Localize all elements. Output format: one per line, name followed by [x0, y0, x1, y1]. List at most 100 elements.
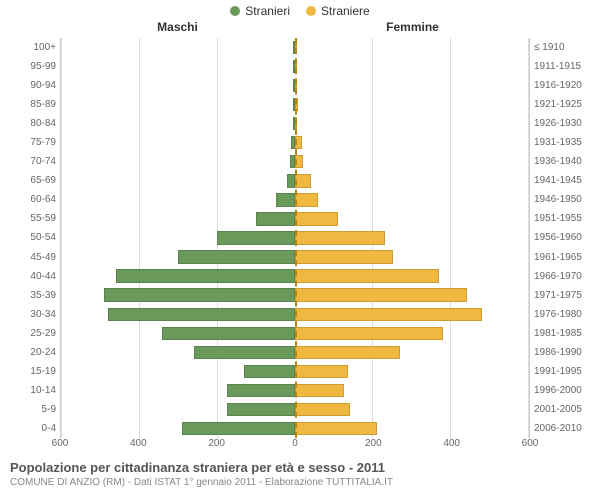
- legend-label-males: Stranieri: [245, 4, 290, 18]
- male-swatch: [230, 6, 240, 16]
- footer: Popolazione per cittadinanza straniera p…: [0, 454, 600, 488]
- age-tick: 75-79: [0, 133, 56, 152]
- x-tick: 400: [443, 438, 460, 449]
- female-bar: [295, 269, 439, 282]
- age-tick: 95-99: [0, 57, 56, 76]
- birth-tick: 1946-1950: [534, 190, 600, 209]
- bar-row: [61, 305, 295, 324]
- bar-row: [295, 38, 529, 57]
- bar-row: [295, 324, 529, 343]
- age-tick: 10-14: [0, 381, 56, 400]
- age-tick: 15-19: [0, 362, 56, 381]
- female-bar: [295, 403, 350, 416]
- chart-body: Fasce di età 100+95-9990-9485-8980-8475-…: [0, 38, 600, 438]
- bar-row: [61, 95, 295, 114]
- male-bar: [287, 174, 295, 187]
- birth-tick: 1936-1940: [534, 152, 600, 171]
- bar-row: [295, 362, 529, 381]
- birth-tick: 1916-1920: [534, 76, 600, 95]
- chart-title: Popolazione per cittadinanza straniera p…: [10, 460, 590, 475]
- bar-row: [295, 95, 529, 114]
- birth-tick: 1951-1955: [534, 209, 600, 228]
- bar-row: [61, 38, 295, 57]
- bar-row: [61, 400, 295, 419]
- age-tick: 60-64: [0, 190, 56, 209]
- y-axis-birth: Anni di nascita ≤ 19101911-19151916-1920…: [530, 38, 600, 438]
- male-half: [61, 38, 295, 438]
- female-bar: [295, 212, 338, 225]
- x-tick: 400: [130, 438, 147, 449]
- birth-tick: 1996-2000: [534, 381, 600, 400]
- female-bar: [295, 250, 393, 263]
- female-swatch: [306, 6, 316, 16]
- age-tick: 90-94: [0, 76, 56, 95]
- female-bar: [295, 231, 385, 244]
- birth-tick: 2006-2010: [534, 419, 600, 438]
- age-tick: 0-4: [0, 419, 56, 438]
- age-tick: 65-69: [0, 171, 56, 190]
- x-tick: 0: [292, 438, 298, 449]
- male-bar: [217, 231, 295, 244]
- bar-row: [61, 190, 295, 209]
- age-tick: 45-49: [0, 248, 56, 267]
- center-line: [295, 38, 297, 438]
- bar-row: [61, 267, 295, 286]
- female-bar: [295, 193, 318, 206]
- legend-item-females: Straniere: [306, 4, 370, 18]
- female-bar: [295, 365, 348, 378]
- male-bar: [256, 212, 295, 225]
- female-half: [295, 38, 529, 438]
- chart-subtitle: COMUNE DI ANZIO (RM) - Dati ISTAT 1° gen…: [10, 477, 590, 488]
- age-tick: 25-29: [0, 324, 56, 343]
- male-bar: [108, 308, 295, 321]
- age-tick: 70-74: [0, 152, 56, 171]
- bar-row: [295, 152, 529, 171]
- bar-row: [61, 209, 295, 228]
- female-bar: [295, 346, 400, 359]
- male-bar: [276, 193, 295, 206]
- bar-row: [61, 171, 295, 190]
- birth-tick: ≤ 1910: [534, 38, 600, 57]
- x-tick: 200: [365, 438, 382, 449]
- birth-tick: 1991-1995: [534, 362, 600, 381]
- bar-row: [295, 381, 529, 400]
- legend-item-males: Stranieri: [230, 4, 290, 18]
- bar-row: [295, 171, 529, 190]
- bar-row: [295, 248, 529, 267]
- birth-tick: 2001-2005: [534, 400, 600, 419]
- age-tick: 55-59: [0, 209, 56, 228]
- female-bar: [295, 308, 482, 321]
- bar-row: [61, 324, 295, 343]
- x-tick: 600: [52, 438, 69, 449]
- male-bar: [194, 346, 295, 359]
- age-tick: 40-44: [0, 267, 56, 286]
- header-males: Maschi: [60, 20, 295, 34]
- birth-tick: 1986-1990: [534, 343, 600, 362]
- male-bar: [227, 403, 295, 416]
- bar-row: [295, 305, 529, 324]
- header-females: Femmine: [295, 20, 530, 34]
- legend-label-females: Straniere: [321, 4, 370, 18]
- age-tick: 5-9: [0, 400, 56, 419]
- bar-row: [61, 362, 295, 381]
- bar-row: [295, 190, 529, 209]
- bar-row: [295, 400, 529, 419]
- female-bar: [295, 174, 311, 187]
- birth-tick: 1941-1945: [534, 171, 600, 190]
- bar-row: [295, 114, 529, 133]
- age-tick: 20-24: [0, 343, 56, 362]
- bar-row: [61, 57, 295, 76]
- birth-tick: 1966-1970: [534, 267, 600, 286]
- bar-row: [61, 248, 295, 267]
- age-tick: 100+: [0, 38, 56, 57]
- birth-tick: 1921-1925: [534, 95, 600, 114]
- x-axis: 6004002000200400600: [0, 438, 600, 454]
- bar-row: [295, 76, 529, 95]
- x-axis-ticks: 6004002000200400600: [60, 438, 530, 454]
- y-axis-age: Fasce di età 100+95-9990-9485-8980-8475-…: [0, 38, 60, 438]
- male-bar: [162, 327, 295, 340]
- bar-row: [61, 381, 295, 400]
- x-tick: 600: [522, 438, 539, 449]
- birth-tick: 1971-1975: [534, 286, 600, 305]
- bar-row: [61, 343, 295, 362]
